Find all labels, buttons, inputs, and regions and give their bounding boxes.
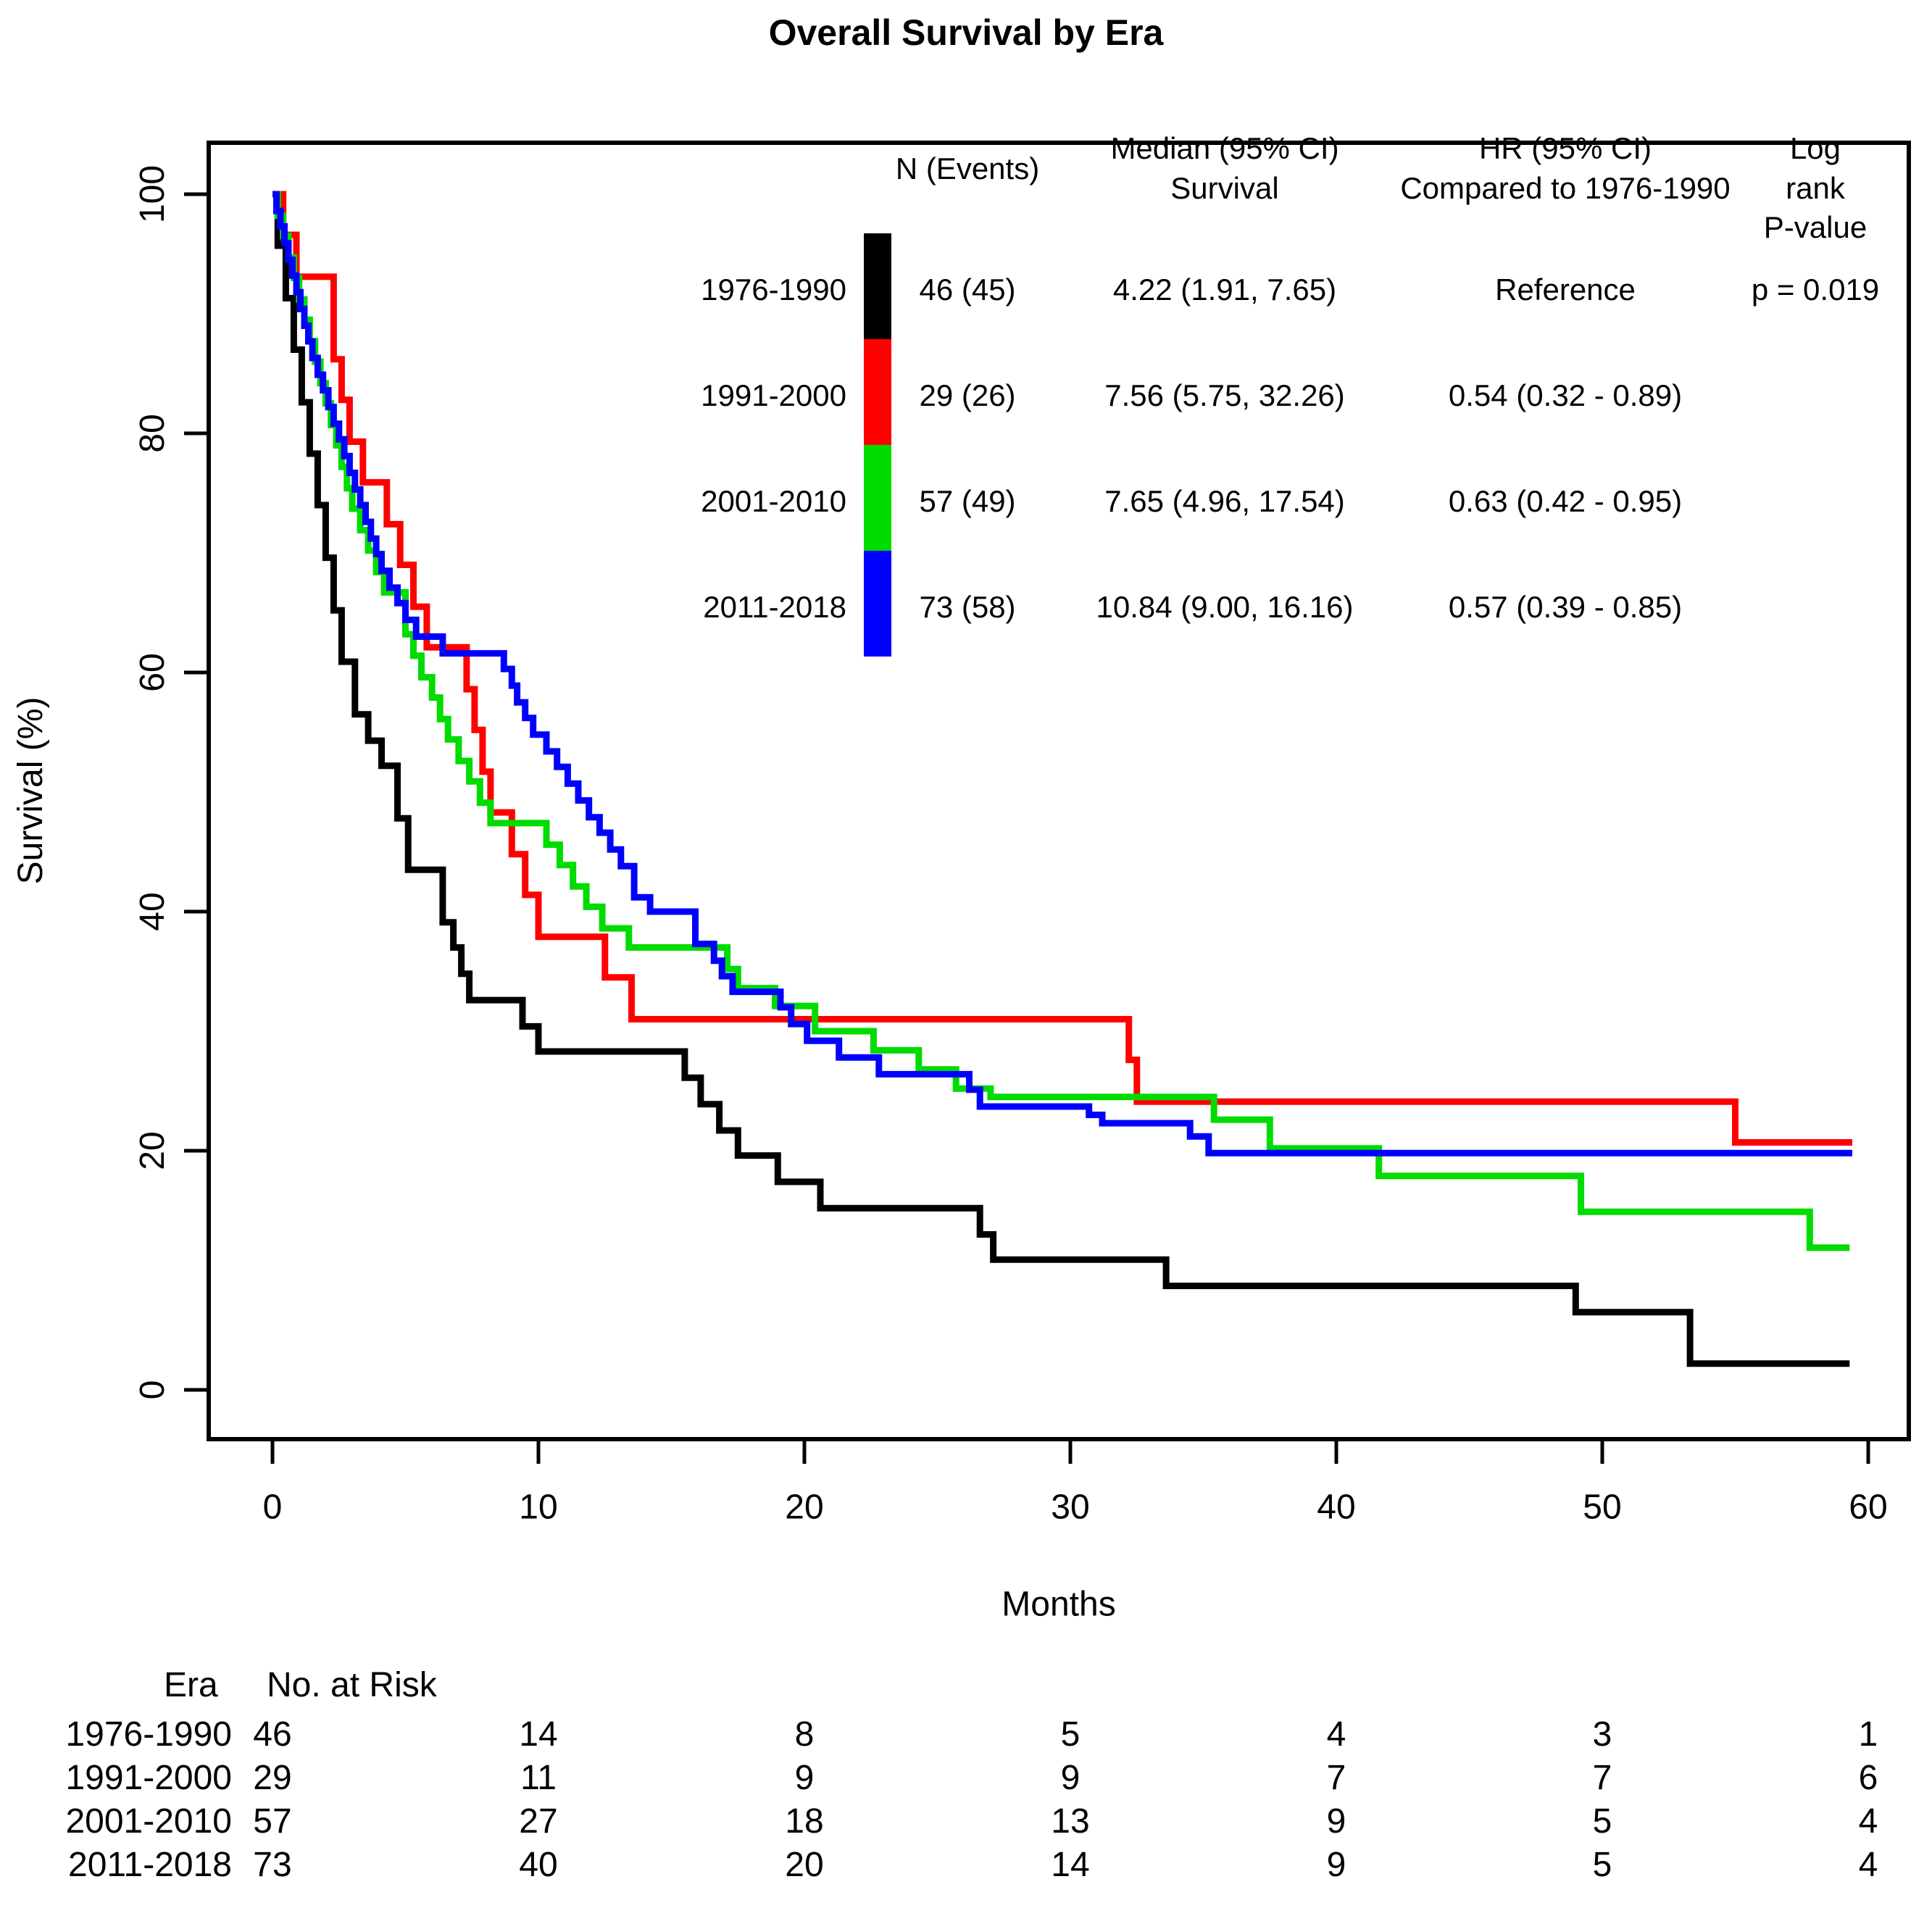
- risk-row-era: 2001-2010: [65, 1802, 232, 1841]
- y-axis-tick-label: 20: [133, 1131, 172, 1170]
- risk-count: 18: [785, 1802, 824, 1841]
- risk-count: 9: [1060, 1759, 1080, 1797]
- risk-count: 5: [1592, 1846, 1612, 1884]
- legend-logrank-pvalue: p = 0.019: [1751, 272, 1880, 307]
- risk-count: 9: [1326, 1802, 1346, 1841]
- legend-n-events: 29 (26): [919, 378, 1016, 412]
- x-axis-tick-label: 40: [1317, 1488, 1355, 1527]
- legend-hazard-ratio: 0.63 (0.42 - 0.95): [1448, 484, 1683, 518]
- risk-count: 40: [519, 1846, 558, 1884]
- risk-count: 29: [253, 1759, 292, 1797]
- legend-n-events: 57 (49): [919, 484, 1016, 518]
- legend-color-swatch-2011-2018: [864, 551, 891, 657]
- x-axis-tick-label: 20: [785, 1488, 823, 1527]
- risk-count: 7: [1326, 1759, 1346, 1797]
- y-axis-tick-label: 60: [133, 653, 172, 691]
- risk-count: 4: [1858, 1802, 1878, 1841]
- y-axis-title: Survival (%): [12, 697, 50, 885]
- risk-row-era: 1976-1990: [65, 1715, 232, 1754]
- risk-count: 5: [1060, 1715, 1080, 1754]
- risk-era-header: Era: [164, 1666, 218, 1704]
- x-axis-tick-label: 30: [1051, 1488, 1089, 1527]
- legend-hazard-ratio: 0.57 (0.39 - 0.85): [1448, 590, 1683, 624]
- legend-median-ci: 4.22 (1.91, 7.65): [1112, 272, 1337, 307]
- y-axis-tick-label: 0: [133, 1380, 172, 1400]
- legend-color-swatch-2001-2010: [864, 445, 891, 551]
- risk-row-era: 2011-2018: [68, 1846, 232, 1884]
- plot-frame: [207, 141, 1911, 1441]
- risk-count: 14: [1051, 1846, 1090, 1884]
- y-axis-tick-label: 80: [133, 414, 172, 452]
- legend-header-median: Median (95% CI) Survival: [1110, 131, 1339, 205]
- legend-median-ci: 7.56 (5.75, 32.26): [1104, 378, 1345, 412]
- legend-hazard-ratio: 0.54 (0.32 - 0.89): [1448, 378, 1683, 412]
- legend-era-label: 2011-2018: [703, 590, 846, 624]
- risk-count: 11: [520, 1759, 557, 1797]
- risk-count: 9: [1326, 1846, 1346, 1884]
- legend-hazard-ratio: Reference: [1495, 272, 1636, 307]
- risk-count: 14: [519, 1715, 558, 1754]
- legend-era-label: 1991-2000: [701, 378, 846, 412]
- km-curve-2001-2010: [272, 191, 1850, 1251]
- km-curve-1991-2000: [272, 191, 1852, 1146]
- x-axis-tick-label: 50: [1583, 1488, 1621, 1527]
- risk-count: 9: [794, 1759, 815, 1797]
- legend-era-label: 1976-1990: [701, 272, 846, 307]
- risk-count: 46: [253, 1715, 292, 1754]
- risk-count: 5: [1592, 1802, 1612, 1841]
- x-axis-title: Months: [1002, 1586, 1115, 1624]
- chart-title: Overall Survival by Era: [768, 12, 1164, 53]
- legend-color-swatch-1976-1990: [864, 233, 891, 339]
- km-curve-2011-2018: [272, 191, 1852, 1157]
- risk-count: 4: [1858, 1846, 1878, 1884]
- legend-header-hr: HR (95% CI) Compared to 1976-1990: [1400, 131, 1731, 205]
- legend-colorbar: [864, 233, 891, 657]
- risk-count: 13: [1051, 1802, 1090, 1841]
- legend-color-swatch-1991-2000: [864, 339, 891, 445]
- risk-count: 6: [1858, 1759, 1878, 1797]
- x-axis-tick-label: 0: [263, 1488, 283, 1527]
- legend-header-n: N (Events): [895, 151, 1040, 186]
- x-axis-tick-label: 10: [519, 1488, 557, 1527]
- legend-n-events: 46 (45): [919, 272, 1016, 307]
- risk-count: 4: [1326, 1715, 1346, 1754]
- legend-median-ci: 10.84 (9.00, 16.16): [1096, 590, 1354, 624]
- risk-count: 8: [794, 1715, 815, 1754]
- legend-era-label: 2001-2010: [701, 484, 846, 518]
- km-curve-1976-1990: [272, 191, 1850, 1367]
- legend-header-logrank: Log rank P-value: [1763, 131, 1868, 245]
- risk-count-header: No. at Risk: [267, 1666, 437, 1704]
- risk-count: 73: [253, 1846, 292, 1884]
- y-axis-tick-label: 100: [133, 165, 172, 223]
- legend-n-events: 73 (58): [919, 590, 1016, 624]
- risk-count: 27: [519, 1802, 558, 1841]
- legend-median-ci: 7.65 (4.96, 17.54): [1104, 484, 1345, 518]
- risk-count: 57: [253, 1802, 292, 1841]
- risk-row-era: 1991-2000: [65, 1759, 232, 1797]
- x-axis-tick-label: 60: [1849, 1488, 1887, 1527]
- risk-count: 3: [1592, 1715, 1612, 1754]
- risk-count: 7: [1592, 1759, 1612, 1797]
- risk-count: 20: [785, 1846, 824, 1884]
- y-axis-tick-label: 40: [133, 892, 172, 930]
- risk-count: 1: [1858, 1715, 1878, 1754]
